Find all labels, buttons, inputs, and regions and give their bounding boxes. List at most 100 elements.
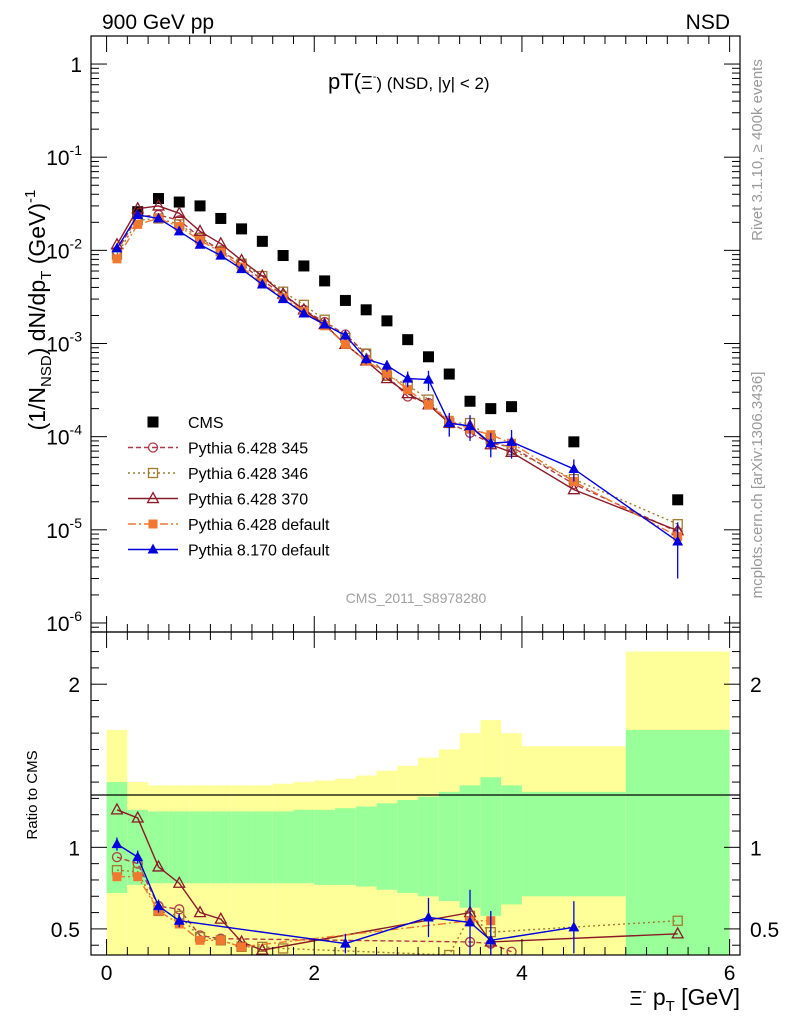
green-band-bin bbox=[480, 777, 502, 916]
ratio-point bbox=[195, 935, 205, 945]
ratio-series-group bbox=[110, 802, 685, 955]
ratio-frame bbox=[90, 631, 741, 956]
tick-exp: -3 bbox=[70, 329, 83, 345]
data-point bbox=[340, 339, 350, 349]
green-band-bin bbox=[335, 808, 356, 885]
data-point bbox=[485, 403, 497, 415]
ratio-point bbox=[277, 943, 289, 954]
ratio-axis-ticks: 0 2 4 6 0.5 0.5 1 1 2 2 bbox=[51, 632, 779, 985]
data-point bbox=[672, 494, 684, 506]
ratio-y-tick-label-right: 1 bbox=[750, 837, 762, 860]
data-point bbox=[193, 224, 207, 237]
green-band-bin bbox=[231, 811, 252, 884]
green-band-bin bbox=[397, 800, 419, 894]
legend-label: Pythia 6.428 346 bbox=[188, 466, 308, 483]
ratio-point bbox=[340, 937, 351, 948]
tick-exp: -1 bbox=[70, 142, 83, 158]
legend-marker bbox=[147, 543, 159, 554]
green-band-bin bbox=[210, 811, 232, 884]
data-point bbox=[506, 401, 518, 413]
ratio-y-tick-label-right: 0.5 bbox=[750, 919, 779, 942]
legend-item-pythia-6-428-370: Pythia 6.428 370 bbox=[128, 491, 308, 509]
ratio-point bbox=[671, 926, 685, 939]
ratio-point bbox=[153, 900, 164, 911]
green-band-bin bbox=[272, 811, 294, 884]
data-point bbox=[256, 278, 268, 289]
main-series-group bbox=[110, 193, 685, 579]
green-band-bin bbox=[521, 791, 626, 897]
series-line bbox=[116, 214, 678, 533]
ylabel-part-b: ) dN/dp bbox=[24, 280, 50, 355]
main-y-axis-label: (1/NNSD) dN/dpT (GeV)-1 bbox=[22, 190, 55, 431]
ratio-point bbox=[257, 941, 268, 952]
legend-marker bbox=[147, 467, 159, 479]
ratio-point bbox=[133, 872, 143, 882]
plot-title: pT(Ξ-) (NSD, |y| < 2) bbox=[328, 69, 490, 94]
green-band-bin bbox=[438, 791, 460, 902]
data-point bbox=[194, 200, 206, 212]
plot-title-sup: - bbox=[373, 71, 377, 83]
main-series-pythia-6-428-345 bbox=[111, 209, 683, 538]
ratio-point bbox=[255, 942, 269, 955]
plot-title-rest: ) (NSD, |y| < 2) bbox=[376, 74, 489, 93]
main-series-cms bbox=[132, 193, 684, 506]
ratio-point bbox=[485, 934, 497, 945]
data-point bbox=[319, 275, 331, 287]
ratio-point bbox=[110, 802, 124, 815]
legend-item-pythia-8-170-default: Pythia 8.170 default bbox=[128, 543, 330, 560]
green-band-bin bbox=[168, 811, 190, 884]
legend-item-pythia-6-428-345: Pythia 6.428 345 bbox=[128, 441, 308, 458]
xlabel-sup: - bbox=[642, 984, 646, 998]
tick-base: 1 bbox=[70, 54, 82, 77]
data-point bbox=[277, 293, 289, 304]
data-point bbox=[133, 219, 143, 229]
data-point bbox=[298, 260, 310, 272]
x-tick-label: 4 bbox=[516, 962, 528, 985]
ylabel-sub: NSD bbox=[38, 355, 55, 387]
data-point bbox=[672, 535, 684, 546]
xlabel-symbol: Ξ bbox=[629, 988, 642, 1010]
legend-label: Pythia 6.428 370 bbox=[188, 492, 308, 509]
tick-base: 10 bbox=[46, 147, 69, 170]
main-y-tick-label: 10-2 bbox=[46, 235, 82, 263]
green-band-bin bbox=[293, 809, 315, 884]
legend-item-pythia-6-428-default: Pythia 6.428 default bbox=[128, 517, 330, 534]
ratio-line bbox=[116, 856, 512, 953]
green-band-bin bbox=[355, 806, 377, 887]
series-line bbox=[116, 214, 679, 543]
data-point bbox=[173, 196, 185, 208]
data-point bbox=[172, 206, 186, 218]
ratio-point bbox=[132, 851, 144, 862]
main-axis-ticks bbox=[91, 35, 740, 633]
main-y-tick-label: 10-3 bbox=[46, 329, 82, 357]
data-point bbox=[298, 307, 310, 318]
green-band-bin bbox=[314, 809, 336, 885]
data-point bbox=[381, 359, 393, 370]
data-point bbox=[194, 238, 206, 249]
green-band-bin bbox=[148, 811, 169, 884]
legend-marker bbox=[146, 491, 160, 504]
green-band-bin bbox=[376, 803, 398, 890]
ylabel-part-a: (1/N bbox=[24, 387, 50, 430]
data-point bbox=[236, 263, 247, 274]
green-band-bin bbox=[251, 811, 273, 884]
data-point bbox=[360, 353, 372, 364]
ratio-point bbox=[464, 916, 476, 927]
ylabel-part-c: (GeV) bbox=[24, 203, 50, 271]
main-y-tick-label: 10-4 bbox=[46, 422, 82, 450]
data-point bbox=[464, 395, 476, 407]
main-series-pythia-6-428-370 bbox=[110, 198, 685, 536]
legend-marker bbox=[147, 416, 159, 428]
data-point bbox=[340, 329, 351, 340]
tick-base: 10 bbox=[46, 613, 69, 636]
legend-label: Pythia 6.428 345 bbox=[188, 441, 308, 458]
tick-base: 10 bbox=[46, 334, 69, 357]
xlabel-p: p bbox=[646, 984, 665, 1010]
green-band-bin bbox=[501, 785, 522, 905]
legend-marker bbox=[148, 519, 158, 529]
legend-item-cms: CMS bbox=[147, 415, 224, 432]
tick-exp: -6 bbox=[70, 608, 83, 624]
main-panel: 110-110-210-310-410-510-6 pT(Ξ-) (NSD, |… bbox=[22, 35, 741, 636]
ratio-point bbox=[131, 810, 145, 823]
